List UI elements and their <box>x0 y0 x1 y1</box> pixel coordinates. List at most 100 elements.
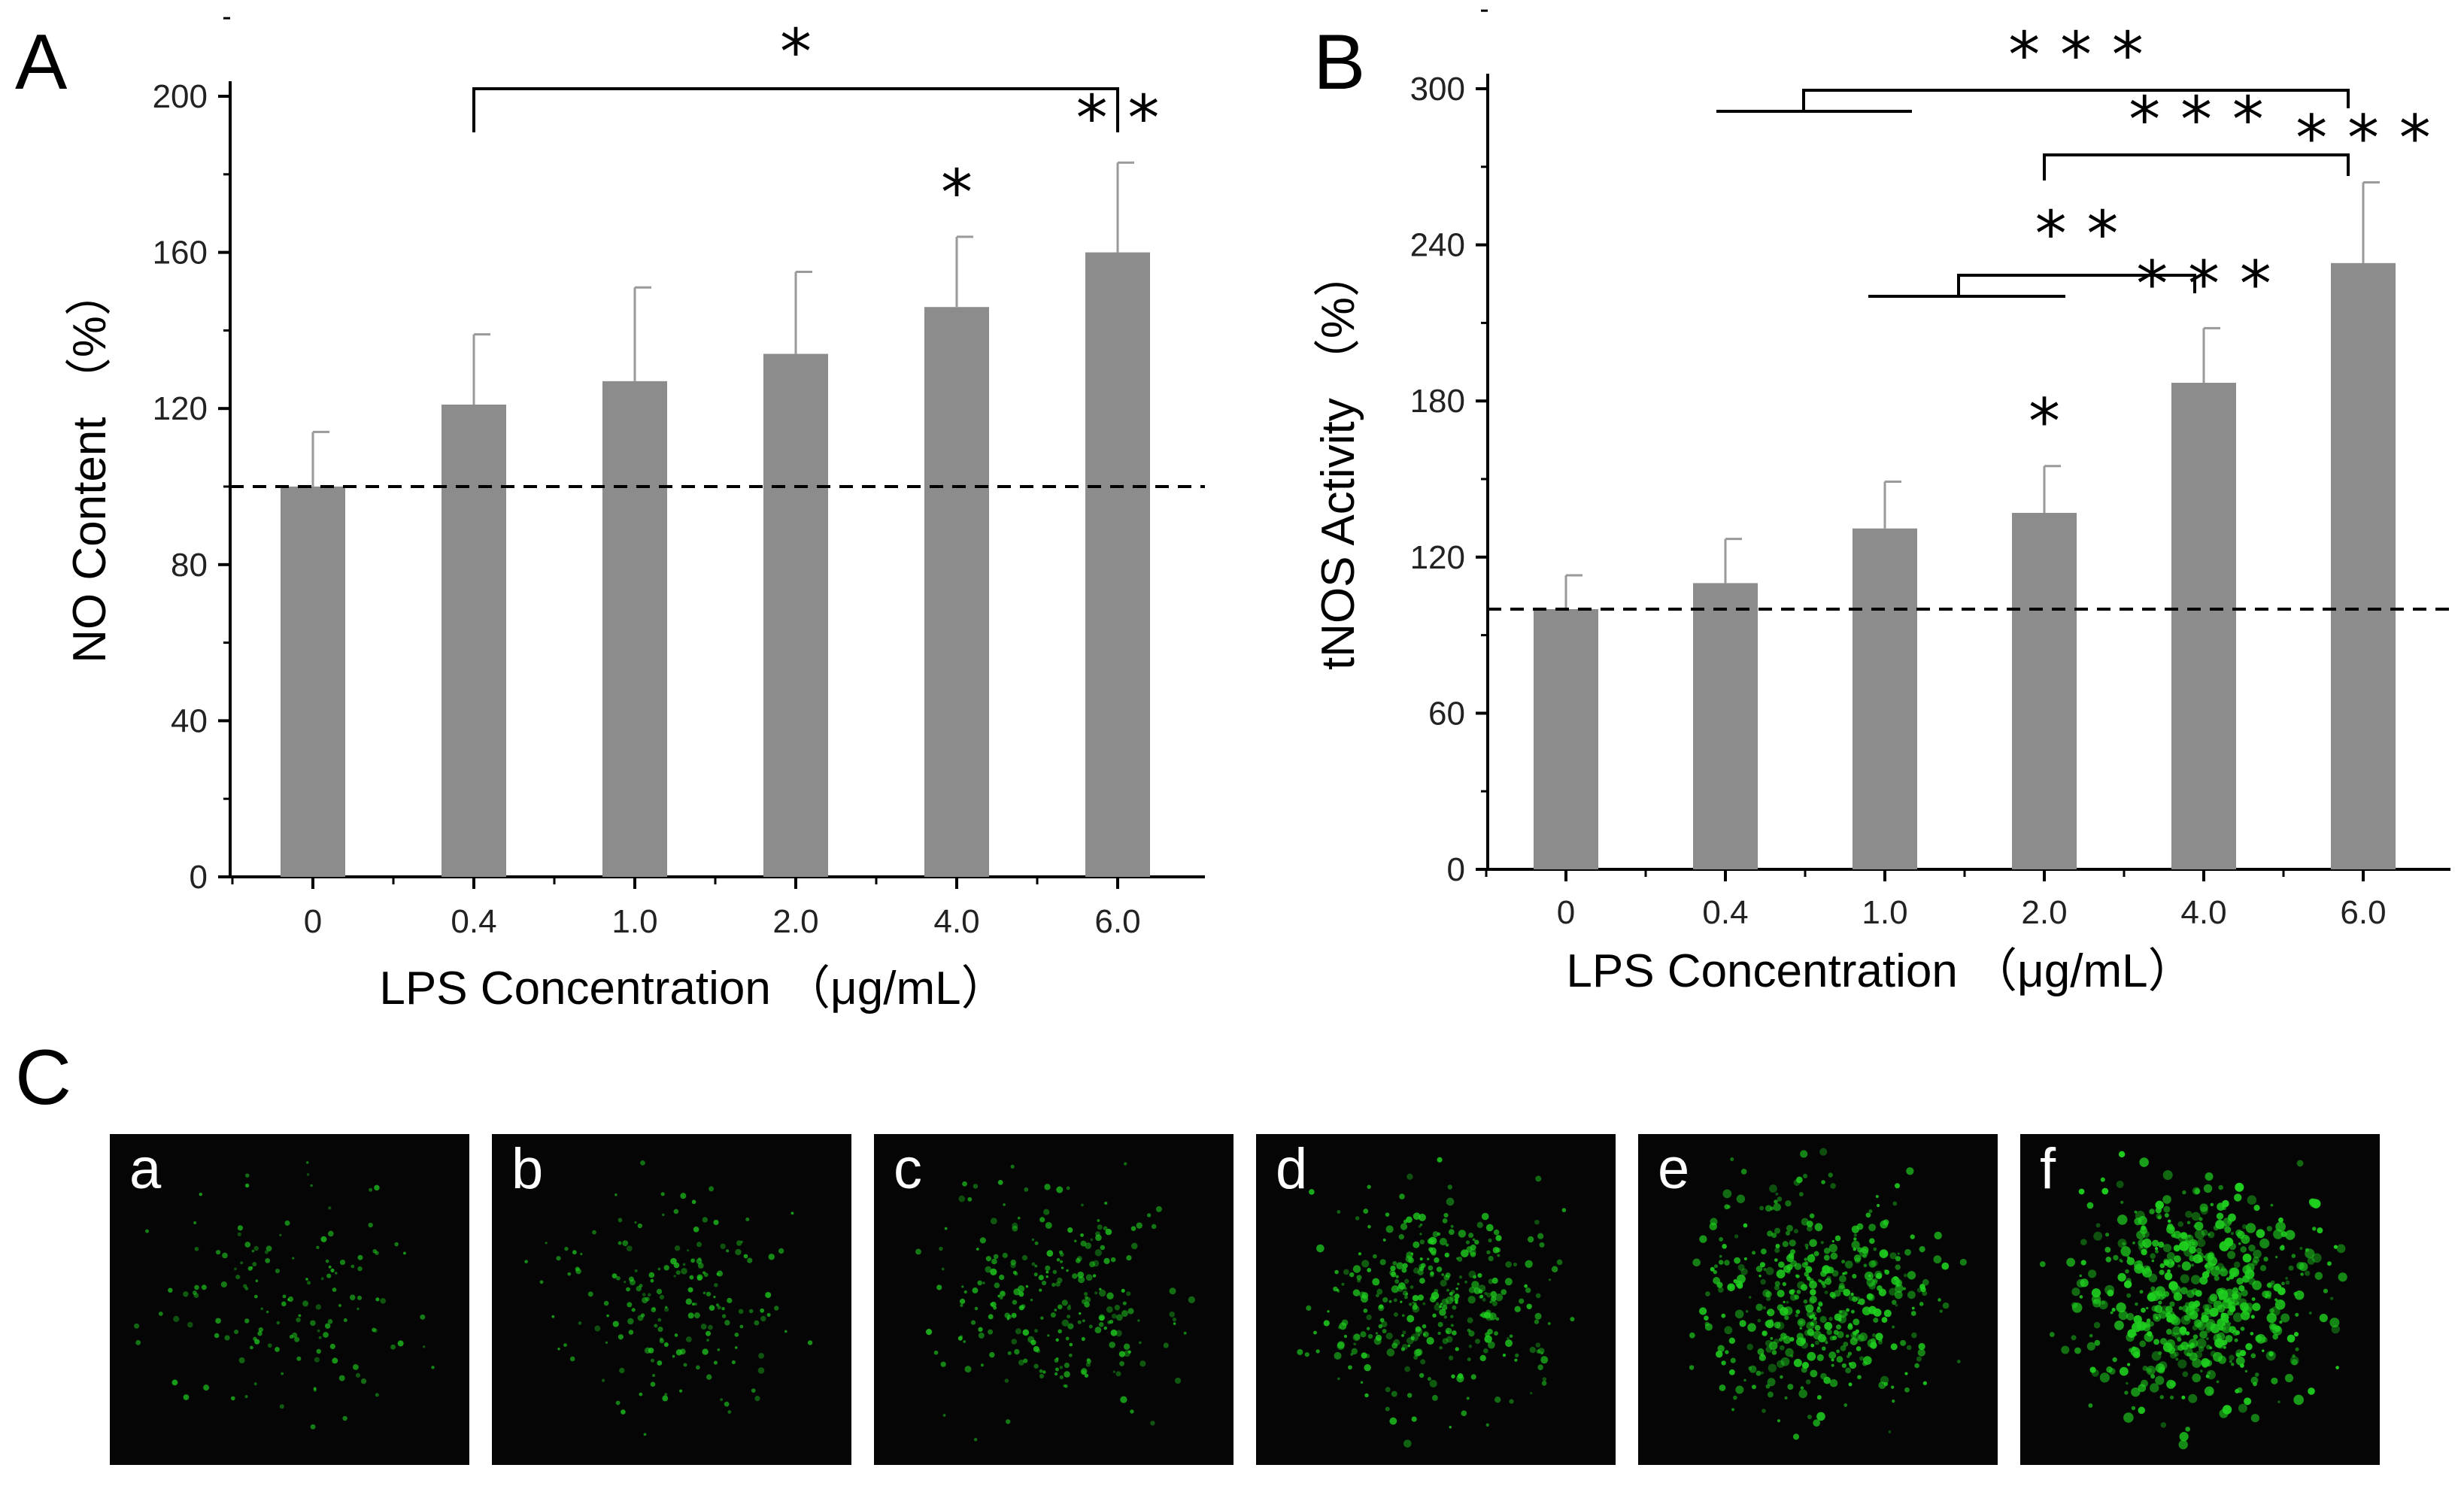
fluorescent-cell <box>1892 1201 1898 1206</box>
fluorescent-cell <box>2251 1260 2258 1266</box>
fluorescent-cell <box>1467 1357 1471 1362</box>
fluorescent-cell <box>1819 1315 1827 1324</box>
fluorescent-cell <box>1476 1221 1483 1229</box>
fluorescent-cell <box>1045 1265 1051 1271</box>
fluorescent-cell <box>1824 1290 1828 1295</box>
fluorescent-cell <box>1758 1354 1766 1361</box>
fluorescent-cell <box>2293 1332 2299 1337</box>
bar <box>924 307 989 877</box>
fluorescent-cell <box>1783 1336 1792 1344</box>
fluorescent-cell <box>1798 1320 1804 1325</box>
fluorescent-cell <box>2131 1406 2136 1411</box>
fluorescent-cell <box>2286 1334 2296 1343</box>
fluorescent-cell <box>1056 1186 1064 1193</box>
fluorescent-cell <box>1348 1365 1352 1370</box>
fluorescent-cell <box>1485 1224 1494 1232</box>
fluorescent-cell <box>970 1320 976 1325</box>
fluorescent-cell <box>627 1302 633 1308</box>
fluorescent-cell <box>739 1324 744 1329</box>
fluorescent-cell <box>1034 1264 1038 1268</box>
fluorescent-cell <box>1850 1292 1854 1296</box>
fluorescent-cell <box>2226 1277 2230 1281</box>
fluorescent-cell <box>1055 1338 1059 1342</box>
fluorescent-cell <box>1477 1272 1482 1278</box>
fluorescent-cell <box>2150 1374 2156 1379</box>
fluorescent-cell <box>2265 1290 2272 1297</box>
fluorescent-cell <box>1084 1373 1089 1378</box>
fluorescent-cell <box>310 1424 316 1430</box>
fluorescent-cell <box>2155 1249 2159 1254</box>
panel-letter-c: C <box>15 1034 71 1121</box>
fluorescent-cell <box>587 1291 593 1297</box>
fluorescent-cell <box>1824 1278 1832 1285</box>
fluorescent-cell <box>1795 1274 1800 1278</box>
fluorescent-cell <box>674 1333 678 1337</box>
fluorescent-cell <box>1450 1324 1454 1327</box>
fluorescent-cell <box>2162 1342 2173 1352</box>
fluorescent-cell <box>994 1282 1000 1288</box>
fluorescent-cell <box>2280 1313 2290 1323</box>
fluorescent-cell <box>1787 1384 1794 1390</box>
fluorescent-cell <box>1821 1180 1825 1184</box>
fluorescent-cell <box>690 1258 696 1263</box>
fluorescent-cell <box>2120 1246 2132 1257</box>
fluorescent-cell <box>1121 1288 1125 1293</box>
fluorescent-cell <box>1793 1179 1801 1186</box>
fluorescent-cell <box>673 1262 680 1269</box>
fluorescent-cell <box>1057 1277 1063 1284</box>
fluorescent-cell <box>2157 1215 2162 1220</box>
fluorescent-cell <box>1023 1358 1028 1363</box>
fluorescent-cell <box>1705 1291 1710 1296</box>
fluorescent-cell <box>251 1249 255 1253</box>
fluorescent-cell <box>1446 1288 1449 1292</box>
fluorescent-cell <box>2170 1351 2177 1359</box>
fluorescent-cell <box>1468 1330 1475 1337</box>
fluorescent-cell <box>1410 1285 1414 1289</box>
fluorescent-cell <box>1429 1379 1437 1387</box>
fluorescent-cell <box>1012 1299 1018 1305</box>
fluorescent-cell <box>2166 1251 2175 1260</box>
fluorescent-cell <box>1786 1254 1795 1263</box>
fluorescent-cell <box>685 1298 692 1306</box>
fluorescent-cell <box>2188 1394 2198 1403</box>
fluorescent-cell <box>1413 1354 1419 1360</box>
fluorescent-cell <box>2076 1279 2086 1288</box>
fluorescent-cell <box>1866 1278 1875 1287</box>
fluorescent-cell <box>1800 1386 1804 1390</box>
fluorescent-cell <box>2166 1329 2172 1335</box>
fluorescent-cell <box>1911 1306 1915 1310</box>
fluorescent-cell <box>2112 1357 2117 1363</box>
fluorescent-cell <box>1109 1342 1115 1348</box>
fluorescent-cell <box>1875 1333 1883 1341</box>
fluorescent-cell <box>1798 1192 1804 1197</box>
fluorescent-cell <box>2167 1269 2171 1273</box>
fluorescent-cell <box>642 1293 646 1296</box>
fluorescent-cell <box>250 1266 253 1269</box>
fluorescent-cell <box>320 1236 327 1242</box>
fluorescent-cell <box>1002 1252 1008 1258</box>
fluorescent-cell <box>1110 1257 1116 1263</box>
fluorescent-cell <box>296 1317 301 1323</box>
fluorescent-cell <box>2093 1231 2103 1241</box>
micrograph-image <box>874 1134 1234 1465</box>
fluorescent-cell <box>1126 1291 1131 1296</box>
fluorescent-cell <box>2138 1239 2146 1247</box>
micrograph-panel: e <box>1638 1134 1998 1465</box>
fluorescent-cell <box>720 1243 726 1249</box>
fluorescent-cell <box>1084 1301 1090 1308</box>
fluorescent-cell <box>1432 1313 1437 1318</box>
fluorescent-cell <box>2134 1210 2138 1214</box>
fluorescent-cell <box>1828 1317 1833 1321</box>
bar <box>2012 512 2077 869</box>
fluorescent-cell <box>328 1206 332 1210</box>
fluorescent-cell <box>2213 1300 2223 1310</box>
fluorescent-cell <box>2163 1258 2169 1265</box>
fluorescent-cell <box>2329 1318 2340 1328</box>
fluorescent-cell <box>687 1312 694 1319</box>
fluorescent-cell <box>2241 1224 2247 1230</box>
fluorescent-cell <box>1868 1260 1877 1268</box>
fluorescent-cell <box>247 1266 253 1271</box>
fluorescent-cell <box>1458 1230 1467 1238</box>
fluorescent-cell <box>1514 1353 1519 1358</box>
fluorescent-cell <box>621 1409 626 1415</box>
